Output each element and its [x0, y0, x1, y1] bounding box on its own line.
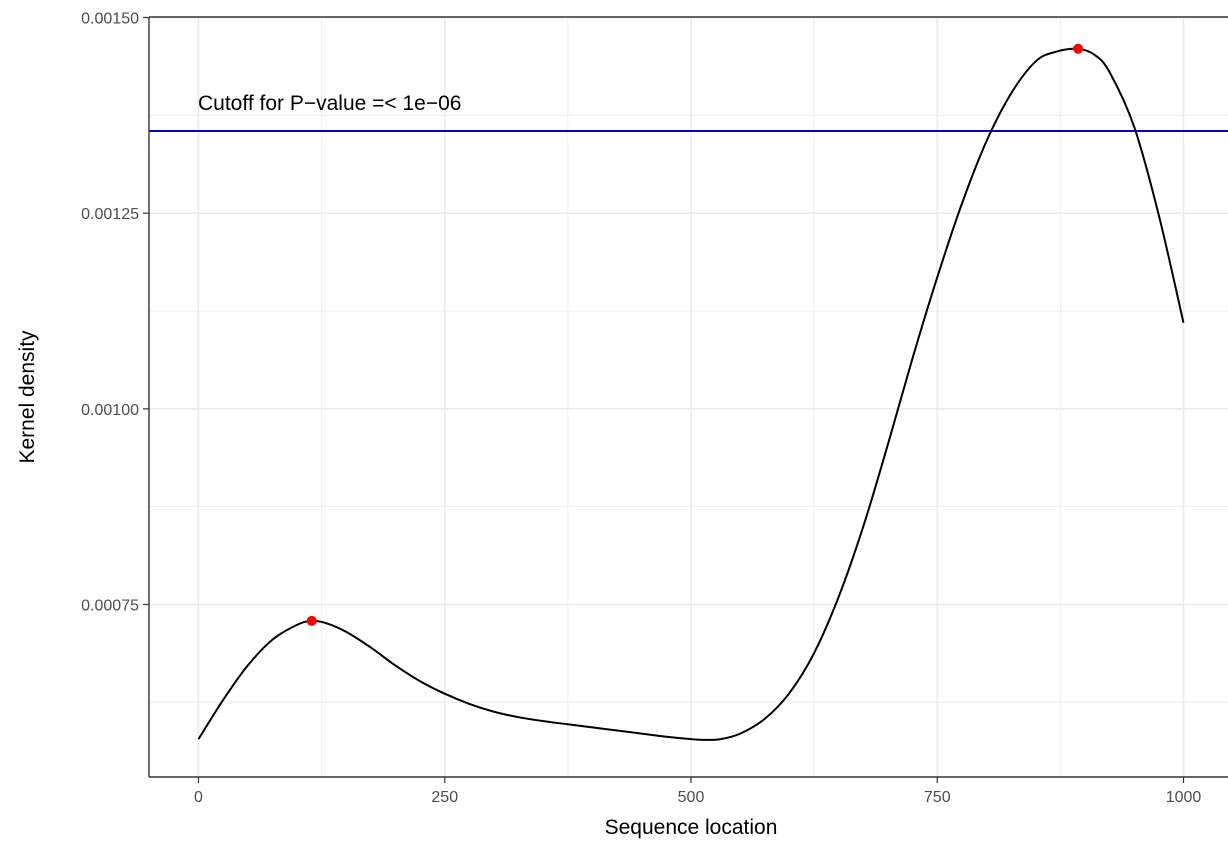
x-tick-label: 500 [678, 789, 705, 806]
peak-points-layer [306, 43, 1084, 626]
peak-point [1073, 43, 1084, 54]
tick-layer: 0 250 500 750 1000 0.00075 0.00100 0.00125 0.001… [81, 11, 1201, 807]
x-axis-title: Sequence location [605, 816, 778, 839]
x-tick-label: 0 [194, 789, 203, 806]
minor-gridlines [149, 17, 1228, 777]
x-tick-label: 750 [924, 789, 951, 806]
density-curve [197, 47, 1185, 741]
y-tick-label: 0.00125 [81, 206, 139, 223]
y-tick-label: 0.00075 [81, 598, 139, 615]
axes-layer [148, 16, 1228, 778]
x-tick-label: 1000 [1166, 789, 1202, 806]
x-tick-label: 250 [431, 789, 458, 806]
cutoff-annotation: Cutoff for P−value =< 1e−06 [198, 92, 461, 115]
y-tick-label: 0.00100 [81, 402, 139, 419]
series-layer [197, 47, 1185, 741]
y-axis-title: Kernel density [16, 330, 39, 464]
peak-point [306, 615, 317, 626]
y-tick-label: 0.00150 [81, 11, 139, 28]
